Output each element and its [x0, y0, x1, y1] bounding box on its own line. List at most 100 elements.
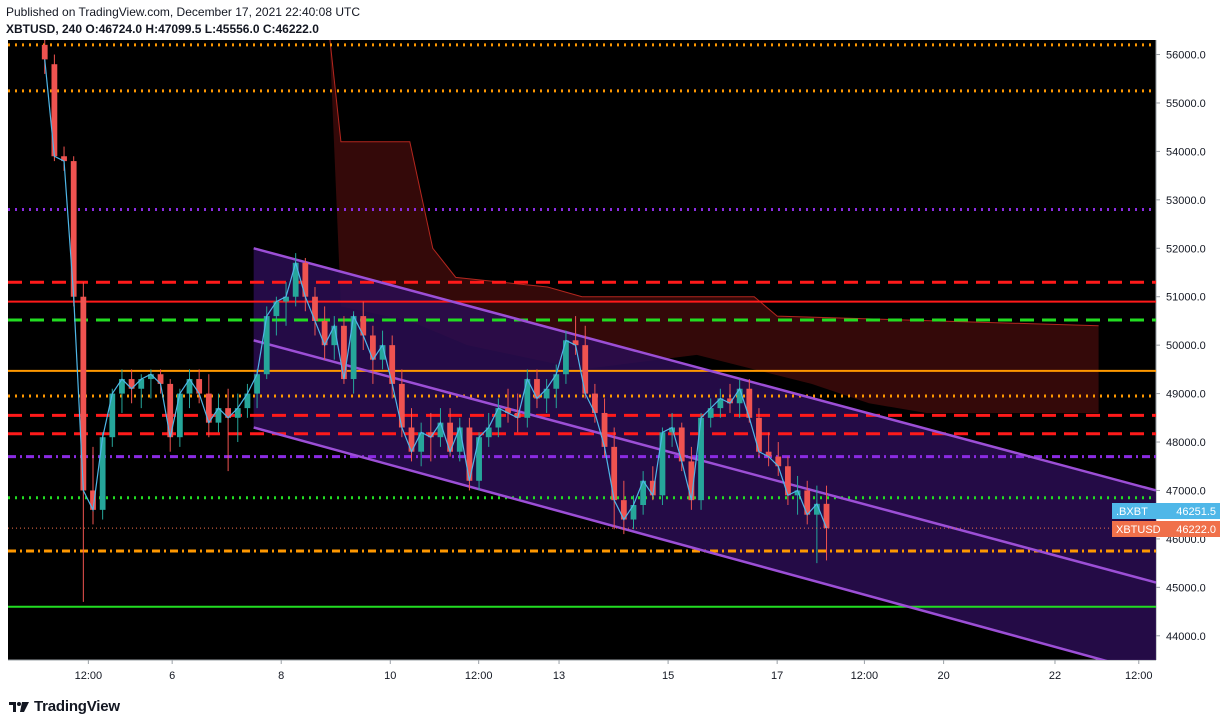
y-tick-label: 52000.0 [1166, 243, 1206, 255]
candle-body [601, 412, 608, 447]
candle-body [360, 316, 367, 336]
candle-body [263, 316, 270, 375]
candle-body [476, 437, 482, 481]
candle-body [823, 503, 830, 529]
candle-body [51, 64, 58, 157]
channel-fill [253, 248, 1156, 660]
x-tick-label: 13 [553, 670, 565, 682]
candle-body [138, 379, 145, 389]
candle-body [736, 388, 743, 404]
candle-body [128, 379, 135, 389]
candle-body [244, 393, 251, 409]
x-tick-label: 12:00 [1125, 670, 1153, 682]
price-label-name: XBTUSD [1116, 524, 1161, 536]
candle-body [369, 335, 376, 360]
x-tick-label: 12:00 [465, 670, 493, 682]
candle-body [669, 427, 675, 433]
candle-body [466, 427, 473, 481]
candle-body [785, 466, 791, 496]
candle-body [437, 422, 444, 438]
x-tick-label: 8 [278, 670, 284, 682]
price-label-value: 46251.5 [1176, 506, 1216, 518]
x-tick-label: 12:00 [75, 670, 103, 682]
y-tick-label: 49000.0 [1166, 389, 1206, 401]
candle-body [99, 437, 106, 510]
y-tick-label: 45000.0 [1166, 582, 1206, 594]
candle-body [524, 379, 531, 418]
channel-upper-line [253, 247, 1156, 492]
candle-body [630, 505, 637, 520]
candle-body [350, 316, 357, 380]
published-caption: Published on TradingView.com, December 1… [6, 5, 360, 19]
tradingview-brand: TradingView [34, 697, 120, 715]
x-tick-label: 20 [937, 670, 949, 682]
candle-body [456, 427, 463, 452]
price-label-bxbt: .BXBT 46251.5 [1112, 503, 1220, 519]
candle-body [427, 432, 434, 438]
candle-body [341, 325, 347, 380]
candle-body [756, 417, 762, 452]
price-label-xbtusd: XBTUSD 46222.0 [1112, 521, 1220, 537]
candle-body [273, 301, 280, 317]
candle-body [765, 451, 772, 457]
candle-body [505, 408, 511, 413]
candle-body [61, 156, 67, 162]
candle-body [398, 383, 405, 428]
candle-body [254, 374, 260, 394]
candle-body [775, 456, 782, 467]
x-tick-label: 22 [1049, 670, 1061, 682]
tradingview-footer: TradingView [8, 696, 120, 716]
candle-body [41, 44, 48, 60]
candle-body [659, 432, 666, 496]
candle-body [649, 480, 656, 496]
candle-body [794, 490, 801, 496]
price-label-badge [1112, 503, 1220, 519]
candle-body [302, 262, 309, 297]
candle-body [90, 490, 96, 510]
x-tick-label: 15 [662, 670, 674, 682]
candle-body [688, 461, 695, 501]
candle-body [707, 408, 714, 418]
candle-body [572, 340, 579, 346]
symbol-interval: XBTUSD, 240 [6, 22, 83, 36]
channel-lower-line [253, 426, 1108, 660]
candle-body [234, 408, 241, 418]
y-tick-label: 48000.0 [1166, 437, 1206, 449]
candle-body [591, 393, 598, 413]
candle-body [543, 388, 550, 399]
candle-body [312, 296, 318, 321]
x-tick-label: 17 [771, 670, 783, 682]
price-axis-panel [1156, 40, 1220, 660]
y-tick-label: 55000.0 [1166, 98, 1206, 110]
symbol-ohlc-line: XBTUSD, 240 O:46724.0 H:47099.5 L:45556.… [6, 22, 319, 36]
candle-body [379, 345, 386, 360]
y-tick-label: 56000.0 [1166, 50, 1206, 62]
x-tick-label: 6 [169, 670, 175, 682]
candle-body [215, 408, 222, 423]
price-label-badge [1112, 521, 1220, 537]
candle-body [582, 345, 589, 394]
plot-layer [8, 40, 1156, 660]
candle-body [80, 296, 87, 491]
y-tick-label: 51000.0 [1166, 292, 1206, 304]
candle-body [167, 383, 174, 438]
y-tick-label: 50000.0 [1166, 340, 1206, 352]
price-label-value: 46222.0 [1176, 524, 1216, 536]
candle-body [70, 161, 77, 297]
channel-middle-line [253, 339, 1156, 584]
candle-body [148, 374, 154, 380]
candle-body [698, 417, 704, 501]
y-tick-label: 47000.0 [1166, 485, 1206, 497]
candle-body [678, 427, 685, 462]
candle-body [717, 398, 724, 409]
candle-body [205, 393, 212, 423]
candle-body [495, 408, 502, 428]
candle-body [727, 398, 733, 404]
candle-body [611, 446, 618, 501]
price-label-name: .BXBT [1116, 506, 1148, 518]
candle-body [640, 480, 647, 505]
x-tick-label: 10 [384, 670, 396, 682]
candle-body [225, 408, 232, 418]
candle-body [485, 427, 492, 438]
